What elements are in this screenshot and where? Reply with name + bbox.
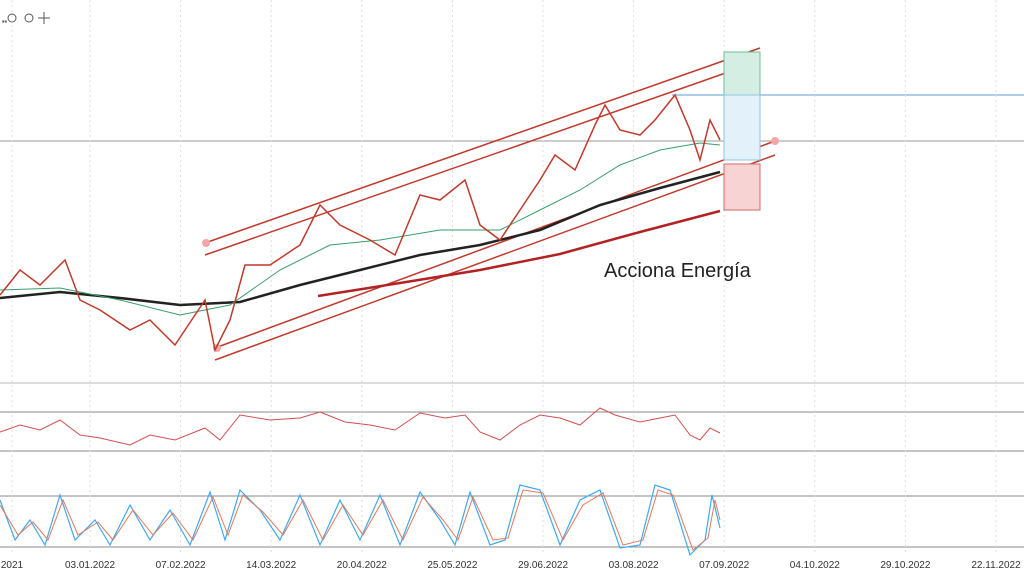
crosshair-icon[interactable] [38, 12, 50, 24]
x-tick-label: 03.08.2022 [609, 560, 659, 571]
x-tick-label: 14.03.2022 [246, 560, 296, 571]
moving-average-200 [317, 209, 721, 298]
x-tick-label: 07.09.2022 [699, 560, 749, 571]
x-tick-label: 29.10.2022 [880, 560, 930, 571]
moving-average-100 [0, 170, 721, 307]
vertical-grid [11, 0, 997, 555]
x-tick-label: 25.05.2022 [427, 560, 477, 571]
panel-frame [0, 94, 1024, 548]
toolbar: .. [2, 12, 50, 25]
x-tick-label: 03.01.2022 [65, 560, 115, 571]
moving-average-50 [0, 142, 721, 316]
x-tick-label: 2021 [1, 560, 24, 571]
x-tick-label: 22.11.2022 [971, 560, 1021, 571]
x-tick-label: 20.04.2022 [337, 560, 387, 571]
zoom-in-icon[interactable] [24, 13, 34, 23]
x-tick-label: 07.02.2022 [156, 560, 206, 571]
x-tick-label: 04.10.2022 [790, 560, 840, 571]
stochastic-k [0, 484, 721, 557]
stochastic-d [0, 489, 721, 551]
trend-channel [202, 47, 779, 361]
tool-icon: .. [2, 14, 7, 24]
annotation: Acciona Energía [604, 260, 752, 282]
price-line [0, 93, 721, 353]
x-axis: 2021 03.01.2022 07.02.2022 14.03.2022 20.04.… [1, 560, 1021, 571]
position-boxes [723, 51, 761, 211]
rsi-line [0, 407, 721, 446]
x-tick-label: 29.06.2022 [518, 560, 568, 571]
